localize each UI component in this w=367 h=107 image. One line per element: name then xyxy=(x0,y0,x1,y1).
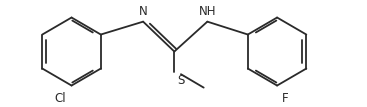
Text: NH: NH xyxy=(199,4,216,18)
Text: Cl: Cl xyxy=(54,92,66,105)
Text: S: S xyxy=(177,74,185,87)
Text: F: F xyxy=(281,92,288,105)
Text: N: N xyxy=(139,4,148,18)
